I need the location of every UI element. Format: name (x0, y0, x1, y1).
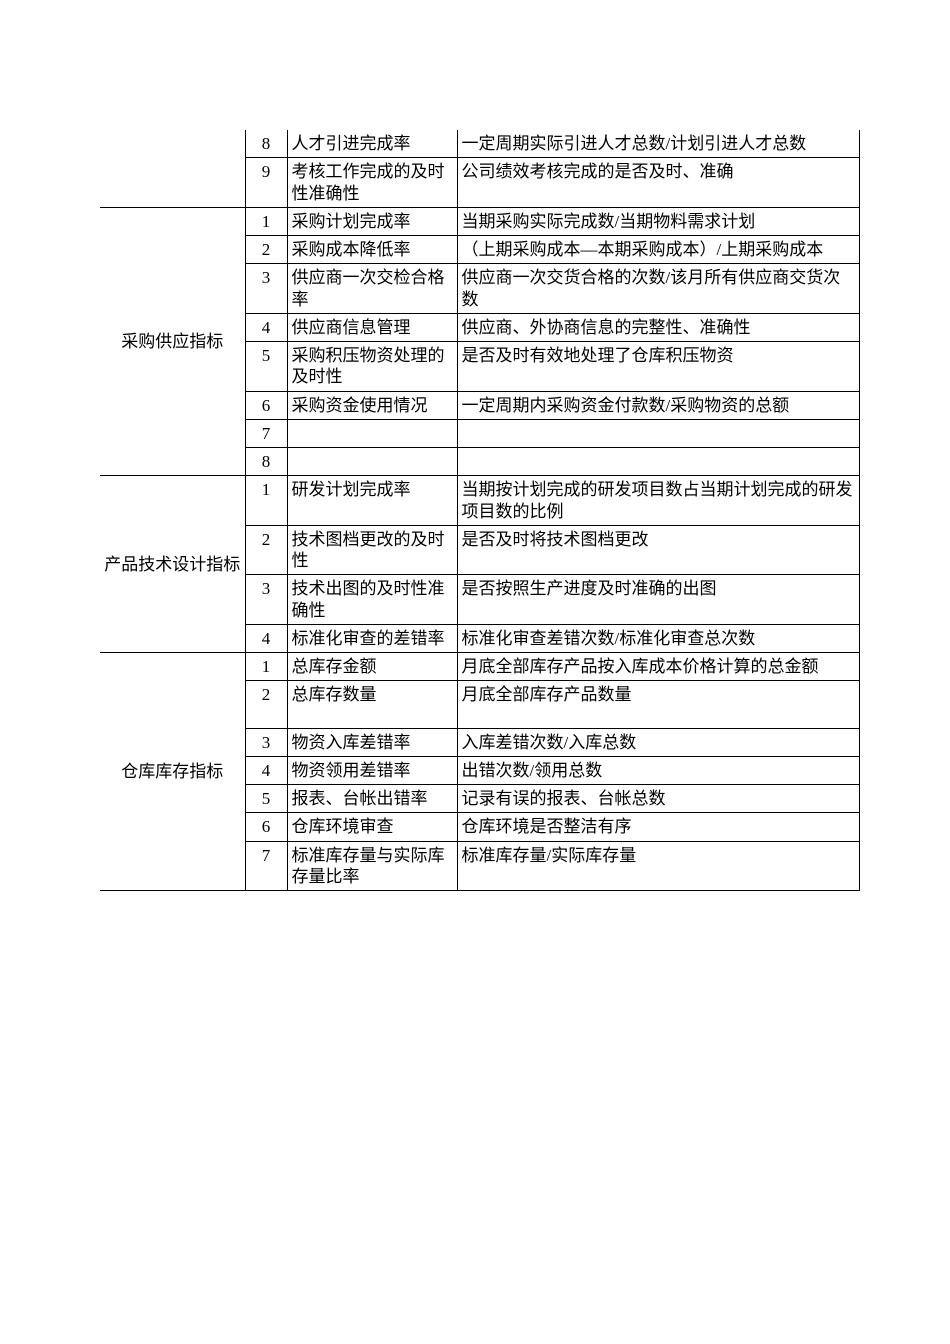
row-metric: 标准化审查的差错率 (287, 624, 457, 652)
category-name: 仓库库存指标 (100, 653, 245, 891)
row-metric (287, 419, 457, 447)
row-num: 4 (245, 624, 287, 652)
row-desc: 记录有误的报表、台帐总数 (457, 785, 860, 813)
row-num: 2 (245, 681, 287, 728)
row-num: 8 (245, 130, 287, 158)
row-num: 2 (245, 236, 287, 264)
row-desc: （上期采购成本—本期采购成本）/上期采购成本 (457, 236, 860, 264)
row-metric: 采购资金使用情况 (287, 391, 457, 419)
row-desc: 标准化审查差错次数/标准化审查总次数 (457, 624, 860, 652)
row-desc: 是否及时有效地处理了仓库积压物资 (457, 342, 860, 392)
row-desc: 当期采购实际完成数/当期物料需求计划 (457, 207, 860, 235)
row-num: 7 (245, 841, 287, 891)
row-metric: 标准库存量与实际库存量比率 (287, 841, 457, 891)
row-metric: 技术图档更改的及时性 (287, 525, 457, 575)
row-desc: 出错次数/领用总数 (457, 756, 860, 784)
row-desc: 标准库存量/实际库存量 (457, 841, 860, 891)
row-num: 1 (245, 653, 287, 681)
category-name: 产品技术设计指标 (100, 476, 245, 653)
row-desc (457, 448, 860, 476)
row-desc: 一定周期内采购资金付款数/采购物资的总额 (457, 391, 860, 419)
row-num: 6 (245, 813, 287, 841)
row-num: 8 (245, 448, 287, 476)
row-num: 4 (245, 313, 287, 341)
row-metric: 供应商信息管理 (287, 313, 457, 341)
row-num: 7 (245, 419, 287, 447)
row-metric: 技术出图的及时性准确性 (287, 575, 457, 625)
row-num: 5 (245, 342, 287, 392)
row-metric: 物资领用差错率 (287, 756, 457, 784)
row-desc: 仓库环境是否整洁有序 (457, 813, 860, 841)
row-metric (287, 448, 457, 476)
row-metric: 考核工作完成的及时性准确性 (287, 158, 457, 208)
table-row: 仓库库存指标 1 总库存金额 月底全部库存产品按入库成本价格计算的总金额 (100, 653, 860, 681)
row-num: 3 (245, 728, 287, 756)
row-desc: 供应商一次交货合格的次数/该月所有供应商交货次数 (457, 264, 860, 314)
row-desc: 一定周期实际引进人才总数/计划引进人才总数 (457, 130, 860, 158)
row-metric: 研发计划完成率 (287, 476, 457, 526)
row-metric: 供应商一次交检合格率 (287, 264, 457, 314)
row-desc (457, 419, 860, 447)
row-num: 3 (245, 264, 287, 314)
row-desc: 当期按计划完成的研发项目数占当期计划完成的研发项目数的比例 (457, 476, 860, 526)
row-desc: 公司绩效考核完成的是否及时、准确 (457, 158, 860, 208)
row-metric: 物资入库差错率 (287, 728, 457, 756)
table-row: 8 人才引进完成率 一定周期实际引进人才总数/计划引进人才总数 (100, 130, 860, 158)
row-num: 9 (245, 158, 287, 208)
row-metric: 总库存金额 (287, 653, 457, 681)
metrics-table: 8 人才引进完成率 一定周期实际引进人才总数/计划引进人才总数 9 考核工作完成… (100, 130, 860, 891)
row-num: 6 (245, 391, 287, 419)
row-metric: 人才引进完成率 (287, 130, 457, 158)
row-desc: 供应商、外协商信息的完整性、准确性 (457, 313, 860, 341)
row-metric: 采购成本降低率 (287, 236, 457, 264)
row-metric: 仓库环境审查 (287, 813, 457, 841)
row-num: 1 (245, 476, 287, 526)
row-num: 3 (245, 575, 287, 625)
row-metric: 采购积压物资处理的及时性 (287, 342, 457, 392)
row-desc: 入库差错次数/入库总数 (457, 728, 860, 756)
row-num: 2 (245, 525, 287, 575)
row-metric: 总库存数量 (287, 681, 457, 728)
table-row: 产品技术设计指标 1 研发计划完成率 当期按计划完成的研发项目数占当期计划完成的… (100, 476, 860, 526)
row-desc: 月底全部库存产品数量 (457, 681, 860, 728)
row-num: 1 (245, 207, 287, 235)
category-name: 采购供应指标 (100, 207, 245, 476)
row-num: 5 (245, 785, 287, 813)
row-metric: 采购计划完成率 (287, 207, 457, 235)
row-desc: 月底全部库存产品按入库成本价格计算的总金额 (457, 653, 860, 681)
row-desc: 是否按照生产进度及时准确的出图 (457, 575, 860, 625)
row-metric: 报表、台帐出错率 (287, 785, 457, 813)
row-num: 4 (245, 756, 287, 784)
table-row: 采购供应指标 1 采购计划完成率 当期采购实际完成数/当期物料需求计划 (100, 207, 860, 235)
row-desc: 是否及时将技术图档更改 (457, 525, 860, 575)
